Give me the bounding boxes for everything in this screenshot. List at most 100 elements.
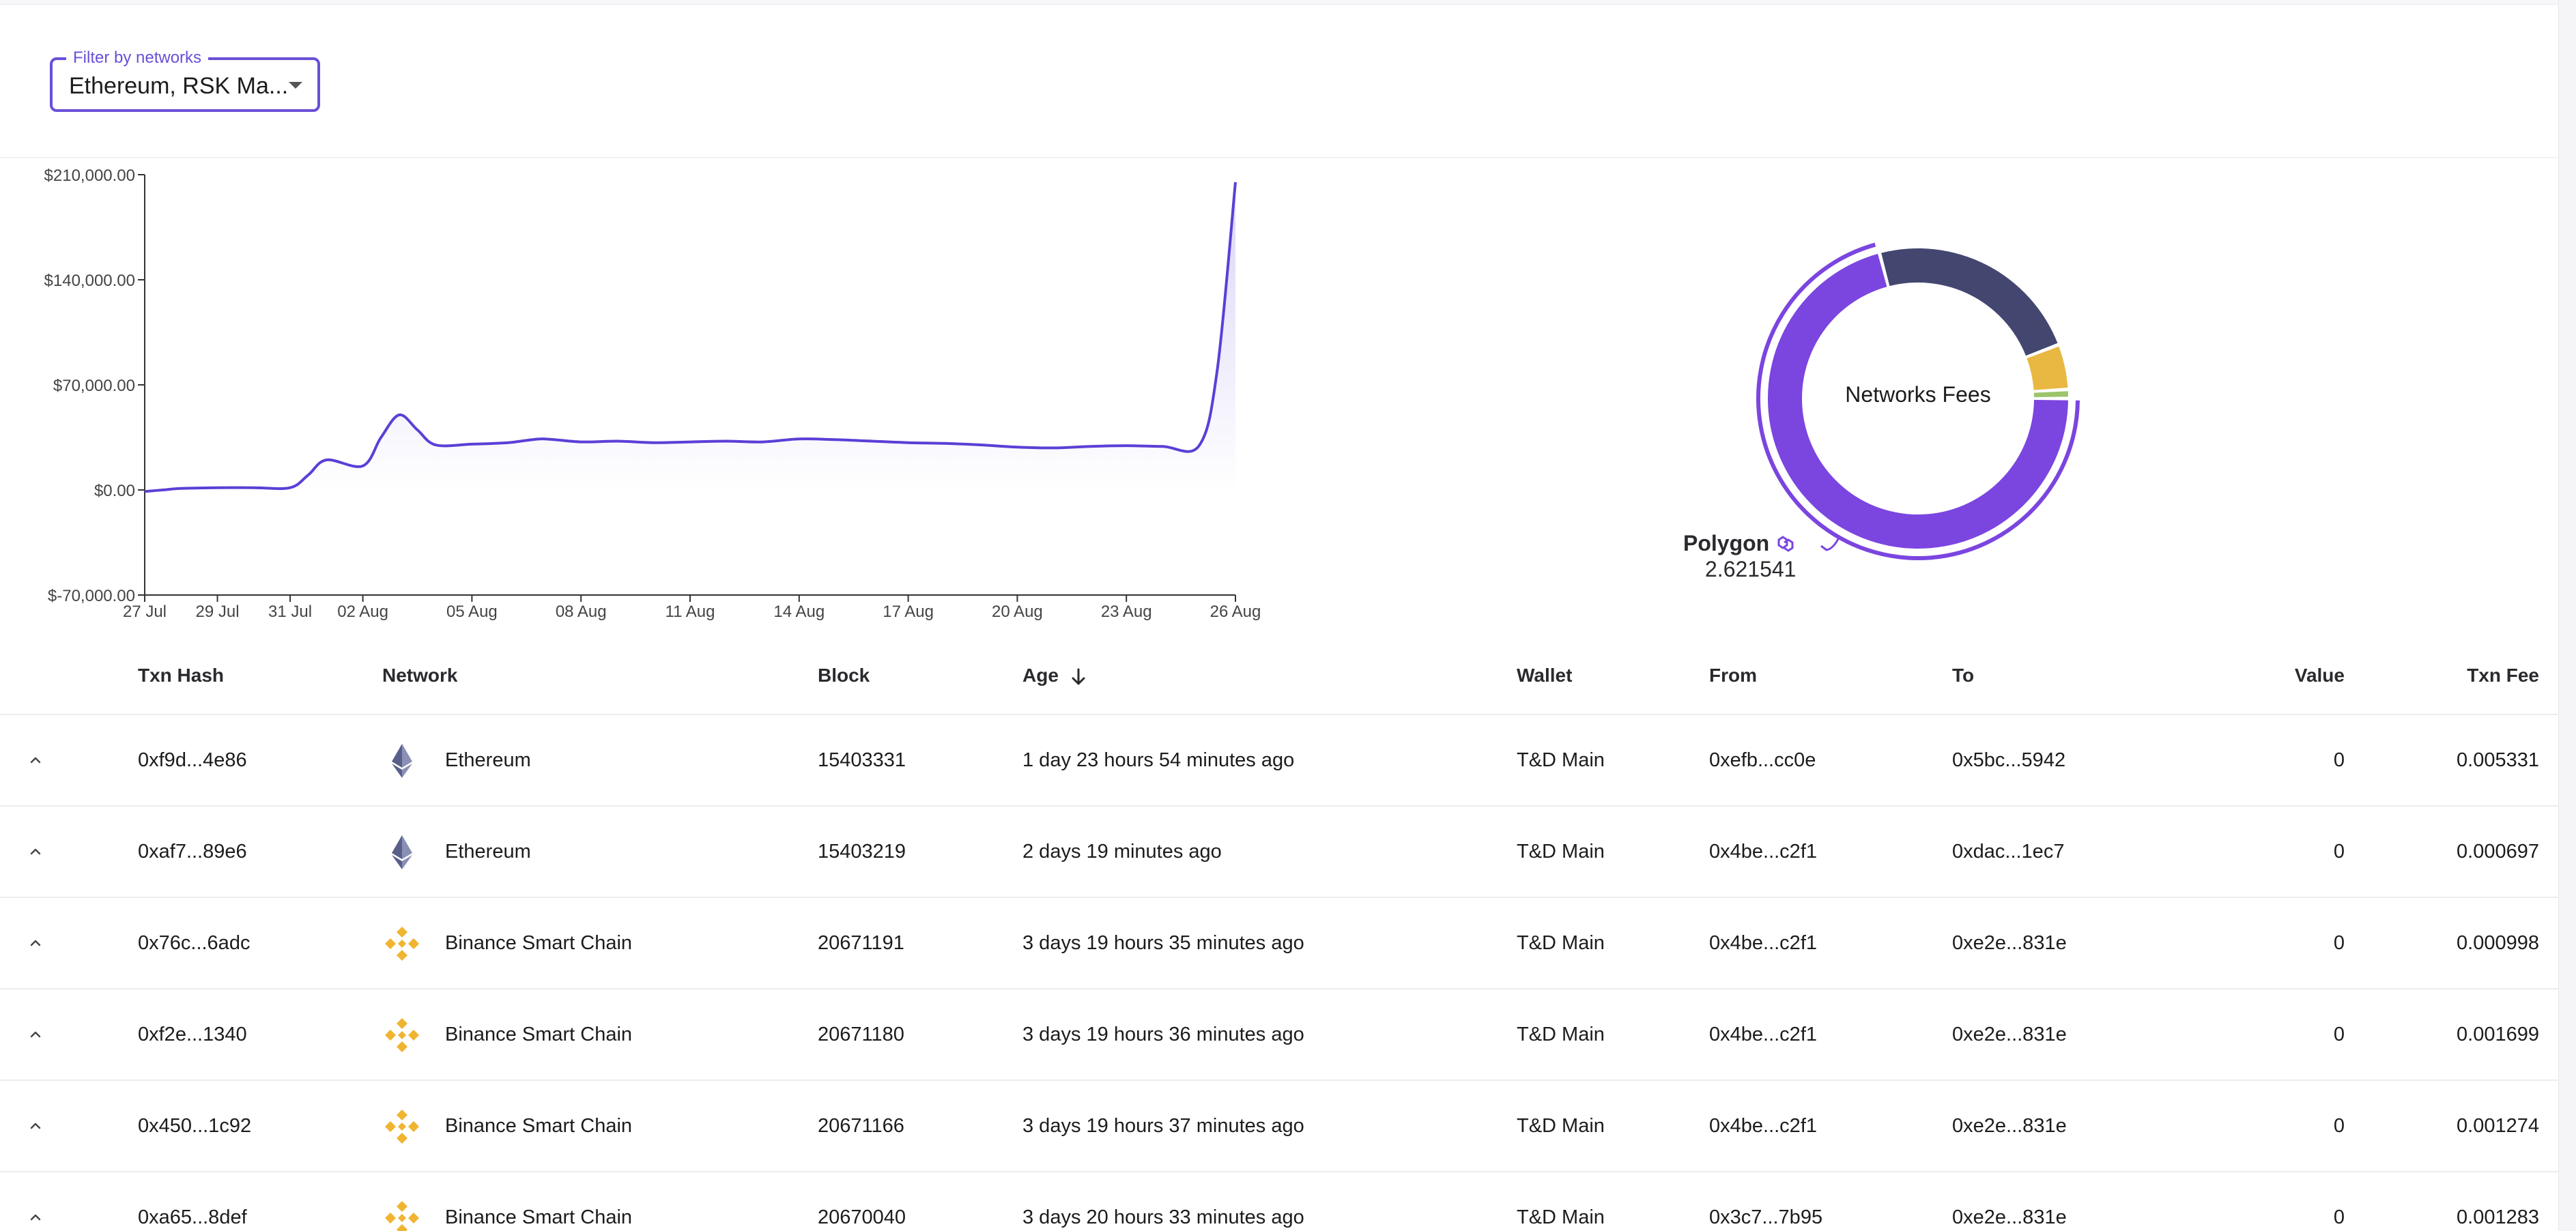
txn-hash-link[interactable]: 0x450...1c92	[138, 1115, 252, 1137]
from-address[interactable]: 0xefb...cc0e	[1709, 749, 1816, 771]
filter-value[interactable]: Ethereum, RSK Ma...	[69, 73, 289, 99]
from-address[interactable]: 0x4be...c2f1	[1709, 841, 1817, 863]
to-address[interactable]: 0xe2e...831e	[1952, 1115, 2067, 1137]
txn-fee-amount: 0.001283	[2457, 1206, 2539, 1228]
block-link[interactable]: 20671191	[818, 932, 904, 954]
x-tick-label: 17 Aug	[883, 603, 934, 621]
x-tick-label: 23 Aug	[1101, 603, 1152, 621]
block-link[interactable]: 20671180	[818, 1024, 904, 1045]
series-line[interactable]	[144, 182, 1237, 493]
header-txn-hash[interactable]: Txn Hash	[138, 665, 225, 686]
x-tick-label: 27 Jul	[123, 603, 167, 621]
age-text: 3 days 19 hours 37 minutes ago	[1022, 1115, 1304, 1137]
binance-icon	[385, 927, 419, 961]
header-from[interactable]: From	[1709, 665, 1757, 686]
header-wallet[interactable]: Wallet	[1517, 665, 1573, 686]
to-address[interactable]: 0xe2e...831e	[1952, 932, 2067, 954]
txn-fee-amount: 0.000998	[2457, 932, 2539, 954]
x-tick-label: 26 Aug	[1210, 603, 1261, 621]
donut-leader-line	[1820, 537, 1840, 551]
header-block[interactable]: Block	[818, 665, 870, 686]
x-tick-label: 14 Aug	[773, 603, 825, 621]
network-name: Binance Smart Chain	[445, 1115, 633, 1137]
donut-slice-other[interactable]	[2033, 391, 2068, 397]
from-address[interactable]: 0x4be...c2f1	[1709, 1115, 1817, 1137]
table-row[interactable]: 0x450...1c92 Binance Smart Chain 20671166 3…	[0, 1081, 2558, 1172]
wallet-name: T&D Main	[1517, 1206, 1605, 1228]
age-text: 1 day 23 hours 54 minutes ago	[1022, 749, 1295, 771]
table-row[interactable]: 0x76c...6adc Binance Smart Chain 20671191 3…	[0, 898, 2558, 989]
donut-slice-binance-smart-chain[interactable]	[2027, 346, 2068, 390]
txn-fee-amount: 0.005331	[2457, 749, 2539, 771]
donut-center-title: Networks Fees	[1845, 382, 1991, 407]
txn-hash-link[interactable]: 0xa65...8def	[138, 1206, 247, 1228]
header-value[interactable]: Value	[2294, 665, 2345, 686]
block-link[interactable]: 20670040	[818, 1206, 906, 1228]
value-amount: 0	[2333, 1115, 2345, 1137]
chevron-up-icon[interactable]	[27, 1209, 44, 1226]
txn-fee-amount: 0.000697	[2457, 841, 2539, 863]
chevron-up-icon[interactable]	[27, 935, 44, 951]
txn-hash-link[interactable]: 0xaf7...89e6	[138, 841, 247, 863]
x-tick-label: 11 Aug	[666, 603, 715, 621]
binance-icon	[385, 1110, 419, 1144]
binance-icon	[385, 1201, 419, 1231]
to-address[interactable]: 0xe2e...831e	[1952, 1024, 2067, 1045]
network-name: Ethereum	[445, 841, 531, 863]
age-text: 3 days 19 hours 35 minutes ago	[1022, 932, 1304, 954]
network-name: Binance Smart Chain	[445, 1024, 633, 1045]
age-text: 3 days 20 hours 33 minutes ago	[1022, 1206, 1304, 1228]
from-address[interactable]: 0x3c7...7b95	[1709, 1206, 1823, 1228]
to-address[interactable]: 0xe2e...831e	[1952, 1206, 2067, 1228]
from-address[interactable]: 0x4be...c2f1	[1709, 1024, 1817, 1045]
txn-hash-link[interactable]: 0xf9d...4e86	[138, 749, 247, 771]
txn-hash-link[interactable]: 0x76c...6adc	[138, 932, 251, 954]
network-filter-select[interactable]: Filter by networks Ethereum, RSK Ma...	[50, 48, 320, 112]
network-fees-donut-chart[interactable]	[1672, 205, 2150, 587]
txn-fee-amount: 0.001699	[2457, 1024, 2539, 1045]
donut-slice-rsk-mainnet[interactable]	[1881, 248, 2058, 356]
value-amount: 0	[2333, 932, 2345, 954]
table-row[interactable]: 0xf9d...4e86 Ethereum 15403331 1 day 23 hou…	[0, 715, 2558, 807]
x-tick-label: 02 Aug	[337, 603, 388, 621]
to-address[interactable]: 0x5bc...5942	[1952, 749, 2066, 771]
chevron-up-icon[interactable]	[27, 1118, 44, 1134]
y-tick-label: $210,000.00	[44, 166, 135, 185]
caret-down-icon[interactable]	[289, 82, 302, 89]
x-tick-label: 20 Aug	[992, 603, 1043, 621]
header-to[interactable]: To	[1952, 665, 1975, 686]
txn-fee-amount: 0.001274	[2457, 1115, 2539, 1137]
header-network[interactable]: Network	[382, 665, 458, 686]
age-text: 3 days 19 hours 36 minutes ago	[1022, 1024, 1304, 1045]
table-header: Txn Hash Network Block Age Wallet From T…	[0, 654, 2558, 715]
from-address[interactable]: 0x4be...c2f1	[1709, 932, 1817, 954]
table-row[interactable]: 0xa65...8def Binance Smart Chain 20670040 3…	[0, 1172, 2558, 1231]
block-link[interactable]: 20671166	[818, 1115, 904, 1137]
x-tick-label: 08 Aug	[556, 603, 607, 621]
chevron-up-icon[interactable]	[27, 1026, 44, 1043]
x-tick-label: 31 Jul	[268, 603, 312, 621]
txn-hash-link[interactable]: 0xf2e...1340	[138, 1024, 247, 1045]
fees-line-chart[interactable]: $210,000.00 $140,000.00 $70,000.00 $0.00 $-7…	[0, 161, 1283, 632]
age-text: 2 days 19 minutes ago	[1022, 841, 1222, 863]
value-amount: 0	[2333, 1024, 2345, 1045]
header-txn-fee[interactable]: Txn Fee	[2467, 665, 2539, 686]
wallet-name: T&D Main	[1517, 1024, 1605, 1045]
series-area-fill	[145, 182, 1235, 492]
chevron-up-icon[interactable]	[27, 843, 44, 860]
value-amount: 0	[2333, 1206, 2345, 1228]
table-row[interactable]: 0xaf7...89e6 Ethereum 15403219 2 days 19 mi…	[0, 807, 2558, 898]
table-row[interactable]: 0xf2e...1340 Binance Smart Chain 20671180 3…	[0, 989, 2558, 1081]
to-address[interactable]: 0xdac...1ec7	[1952, 841, 2065, 863]
y-tick-label: $70,000.00	[53, 377, 135, 395]
y-tick-label: $0.00	[94, 482, 135, 500]
block-link[interactable]: 15403219	[818, 841, 906, 863]
header-age[interactable]: Age	[1022, 654, 1086, 697]
chevron-up-icon[interactable]	[27, 752, 44, 768]
header-age-label: Age	[1022, 665, 1059, 686]
block-link[interactable]: 15403331	[818, 749, 906, 771]
donut-hover-value: 2.621541	[1705, 557, 1797, 581]
ethereum-icon	[392, 744, 412, 778]
sort-descending-icon[interactable]	[1071, 667, 1086, 686]
